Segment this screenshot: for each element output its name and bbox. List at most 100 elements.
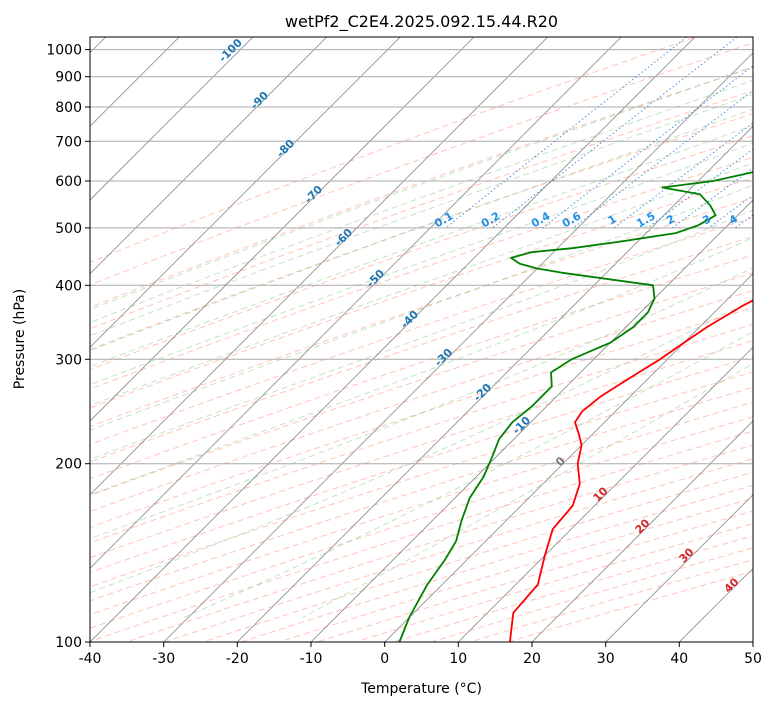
isotherm-line bbox=[531, 420, 753, 642]
mixing-ratio-line bbox=[542, 65, 753, 229]
x-axis-label: Temperature (°C) bbox=[360, 681, 482, 697]
dry-adiabat-line bbox=[90, 113, 753, 351]
y-tick-label: 400 bbox=[55, 278, 82, 294]
mixing-ratio-label: 0.6 bbox=[560, 209, 584, 230]
mixing-ratio-label: 1.5 bbox=[634, 209, 657, 230]
dry-adiabat-line bbox=[90, 197, 753, 428]
isotherm-label: -100 bbox=[216, 36, 245, 65]
isotherm-label: -10 bbox=[510, 414, 533, 437]
dry-adiabat-line bbox=[506, 570, 753, 642]
y-tick-label: 800 bbox=[55, 100, 82, 116]
dry-adiabat-line bbox=[391, 535, 753, 642]
dry-adiabat-line bbox=[468, 559, 753, 642]
profile-lines bbox=[398, 171, 753, 642]
temperature-profile-line bbox=[509, 299, 753, 642]
x-tick-label: 50 bbox=[744, 651, 762, 667]
x-tick-label: -30 bbox=[152, 651, 175, 667]
moist-adiabat-line bbox=[90, 267, 753, 540]
x-tick-label: 30 bbox=[597, 651, 615, 667]
isotherm-line bbox=[90, 37, 696, 642]
isotherm-line bbox=[90, 37, 254, 201]
dry-adiabat-line bbox=[201, 471, 753, 642]
isotherm-line bbox=[90, 37, 622, 569]
isotherm-line bbox=[679, 567, 753, 642]
isotherm-line bbox=[90, 37, 475, 422]
x-tick-label: 0 bbox=[380, 651, 389, 667]
mixing-ratio-label: 0.4 bbox=[529, 209, 553, 230]
dry-adiabat-line bbox=[90, 307, 753, 528]
isotherm-label: -90 bbox=[248, 89, 271, 112]
mixing-ratio-label: 1 bbox=[606, 212, 619, 227]
moist-adiabat-line bbox=[302, 363, 753, 618]
isotherm-line bbox=[752, 641, 753, 642]
dry-adiabat-line bbox=[90, 340, 753, 559]
mixing-ratio-line bbox=[613, 122, 753, 229]
x-tick-label: -20 bbox=[226, 651, 249, 667]
dry-adiabat-line bbox=[90, 323, 753, 544]
dry-adiabat-line bbox=[90, 386, 753, 602]
y-tick-label: 1000 bbox=[46, 43, 82, 59]
isotherm-line bbox=[605, 494, 753, 642]
isotherm-label: -80 bbox=[274, 137, 297, 160]
moist-adiabat-line bbox=[90, 66, 753, 311]
x-tick-label: 20 bbox=[523, 651, 541, 667]
y-tick-label: 600 bbox=[55, 174, 82, 190]
moist-adiabat-line bbox=[90, 93, 753, 337]
y-tick-label: 900 bbox=[55, 70, 82, 86]
y-tick-label: 500 bbox=[55, 221, 82, 237]
dry-adiabat-line bbox=[90, 156, 753, 390]
y-tick-label: 200 bbox=[55, 457, 82, 473]
moist-adiabat-line bbox=[90, 124, 753, 368]
x-tick-label: 10 bbox=[449, 651, 467, 667]
isotherm-label: -50 bbox=[364, 267, 387, 290]
dry-adiabat-line bbox=[90, 430, 753, 642]
dry-adiabat-line bbox=[90, 289, 753, 513]
background-lines bbox=[90, 37, 753, 642]
dry-adiabat-line bbox=[277, 497, 753, 642]
moist-adiabat-line bbox=[90, 209, 753, 460]
mixing-ratio-label: 0.2 bbox=[479, 209, 502, 230]
mixing-ratio-label: 2 bbox=[664, 212, 677, 227]
y-tick-label: 100 bbox=[55, 635, 82, 651]
moist-adiabat-line bbox=[90, 237, 753, 496]
y-axis-label: Pressure (hPa) bbox=[12, 289, 28, 389]
dry-adiabat-line bbox=[90, 66, 753, 308]
isotherm-line bbox=[163, 52, 753, 642]
chart-title: wetPf2_C2E4.2025.092.15.44.R20 bbox=[285, 12, 558, 32]
dry-adiabat-line bbox=[353, 523, 753, 642]
isotherm-line bbox=[90, 37, 548, 496]
isotherm-line bbox=[384, 273, 753, 642]
isotherm-label: -60 bbox=[332, 226, 355, 249]
isotherm-label: 40 bbox=[722, 575, 742, 595]
x-tick-label: -10 bbox=[300, 651, 323, 667]
mixing-ratio-line bbox=[445, 37, 688, 229]
isotherm-label: 30 bbox=[677, 545, 697, 565]
isotherm-line bbox=[90, 37, 327, 275]
mixing-ratio-label: 3 bbox=[700, 212, 713, 227]
isotherm-line bbox=[90, 37, 401, 348]
mixing-ratio-line bbox=[734, 214, 753, 229]
dry-adiabat-line bbox=[90, 371, 753, 588]
moist-adiabat-line bbox=[90, 108, 753, 352]
dry-adiabat-line bbox=[163, 458, 753, 642]
axis-ticks: -40 -30 -20 -10 0 10 20 30 40 50 1000 900 800 700 600 5… bbox=[46, 43, 762, 667]
isotherm-line bbox=[237, 125, 753, 642]
dry-adiabat-line bbox=[90, 135, 753, 371]
plot-frame bbox=[89, 36, 754, 643]
isotherm-line bbox=[458, 346, 753, 642]
mixing-ratio-line bbox=[492, 37, 738, 229]
isotherm-label: -30 bbox=[432, 346, 455, 369]
moist-adiabat-line bbox=[90, 162, 753, 407]
dry-adiabat-line bbox=[429, 547, 753, 642]
dry-adiabat-line bbox=[90, 90, 753, 330]
dry-adiabat-line bbox=[124, 444, 753, 642]
isotherm-label: -70 bbox=[302, 183, 325, 206]
dry-adiabat-line bbox=[90, 401, 753, 616]
dry-adiabat-line bbox=[239, 484, 753, 642]
isotherm-label: -20 bbox=[471, 381, 494, 404]
dewpoint-profile-line bbox=[398, 171, 753, 642]
dry-adiabat-line bbox=[90, 177, 753, 409]
moist-adiabat-line bbox=[90, 299, 753, 594]
x-tick-label: 40 bbox=[670, 651, 688, 667]
